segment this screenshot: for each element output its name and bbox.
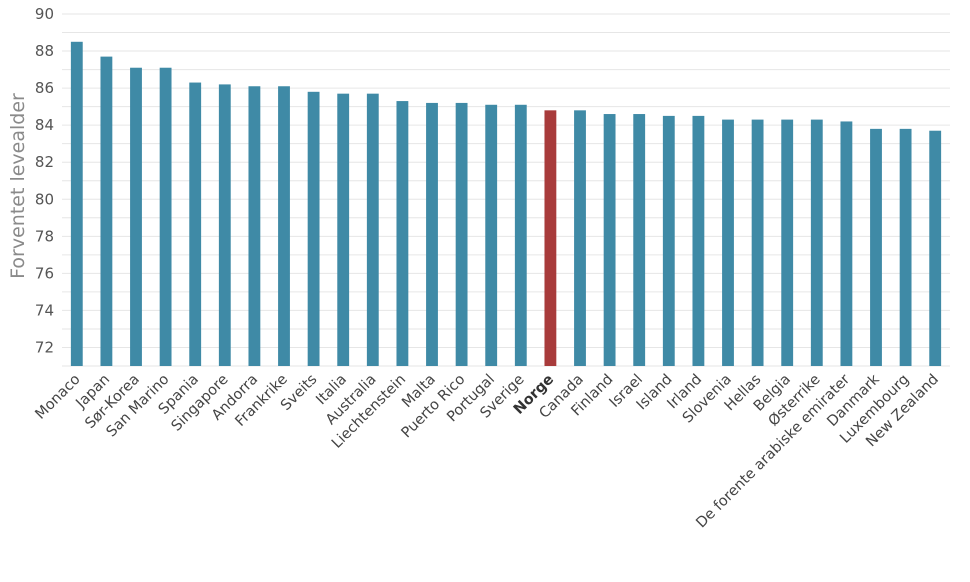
bar-sveits: [307, 91, 320, 367]
gridlines: [62, 13, 950, 367]
y-tick-label: 74: [35, 301, 54, 319]
bar-sør-korea: [130, 67, 142, 366]
bar-portugal: [485, 104, 498, 367]
bar-liechtenstein: [396, 101, 409, 367]
bar-østerrike: [810, 119, 823, 366]
y-tick-label: 78: [35, 227, 54, 245]
y-axis-ticks: 72 74 76 78 80 82 84 86 88 90: [35, 5, 54, 356]
bar-singapore: [218, 84, 231, 367]
bar-frankrike: [278, 86, 290, 367]
y-tick-label: 80: [35, 190, 54, 208]
y-tick-label: 72: [35, 338, 54, 356]
bar-irland: [692, 115, 705, 366]
bar-spania: [189, 82, 202, 367]
bar-japan: [100, 56, 113, 366]
bar-israel: [633, 114, 646, 366]
y-tick-label: 82: [35, 153, 54, 171]
y-tick-label: 88: [35, 42, 54, 60]
bar-andorra: [248, 86, 261, 367]
bar-italia: [337, 93, 350, 367]
bar-slovenia: [722, 119, 734, 366]
bar-australia: [366, 93, 379, 367]
bar-luxembourg: [899, 128, 912, 366]
bar-monaco: [70, 41, 83, 366]
y-axis-title: Forventet levealder: [7, 93, 29, 279]
bar-malta: [426, 102, 438, 366]
y-tick-label: 86: [35, 79, 54, 97]
bar-finland: [603, 114, 616, 366]
y-tick-label: 90: [35, 5, 54, 23]
bar-belgia: [781, 119, 794, 366]
y-tick-label: 76: [35, 264, 54, 282]
y-tick-label: 84: [35, 116, 54, 134]
bar-new-zealand: [929, 130, 942, 366]
bar-sverige: [514, 104, 527, 367]
bar-hellas: [751, 119, 764, 366]
bar-de-forente-arabiske-emirater: [840, 121, 853, 366]
bars: [70, 41, 942, 367]
bar-norge: [544, 110, 557, 366]
bar-san-marino: [159, 67, 172, 366]
bar-danmark: [870, 128, 882, 366]
bar-island: [662, 115, 675, 366]
bar-canada: [574, 110, 586, 366]
bar-puerto-rico: [455, 102, 468, 366]
